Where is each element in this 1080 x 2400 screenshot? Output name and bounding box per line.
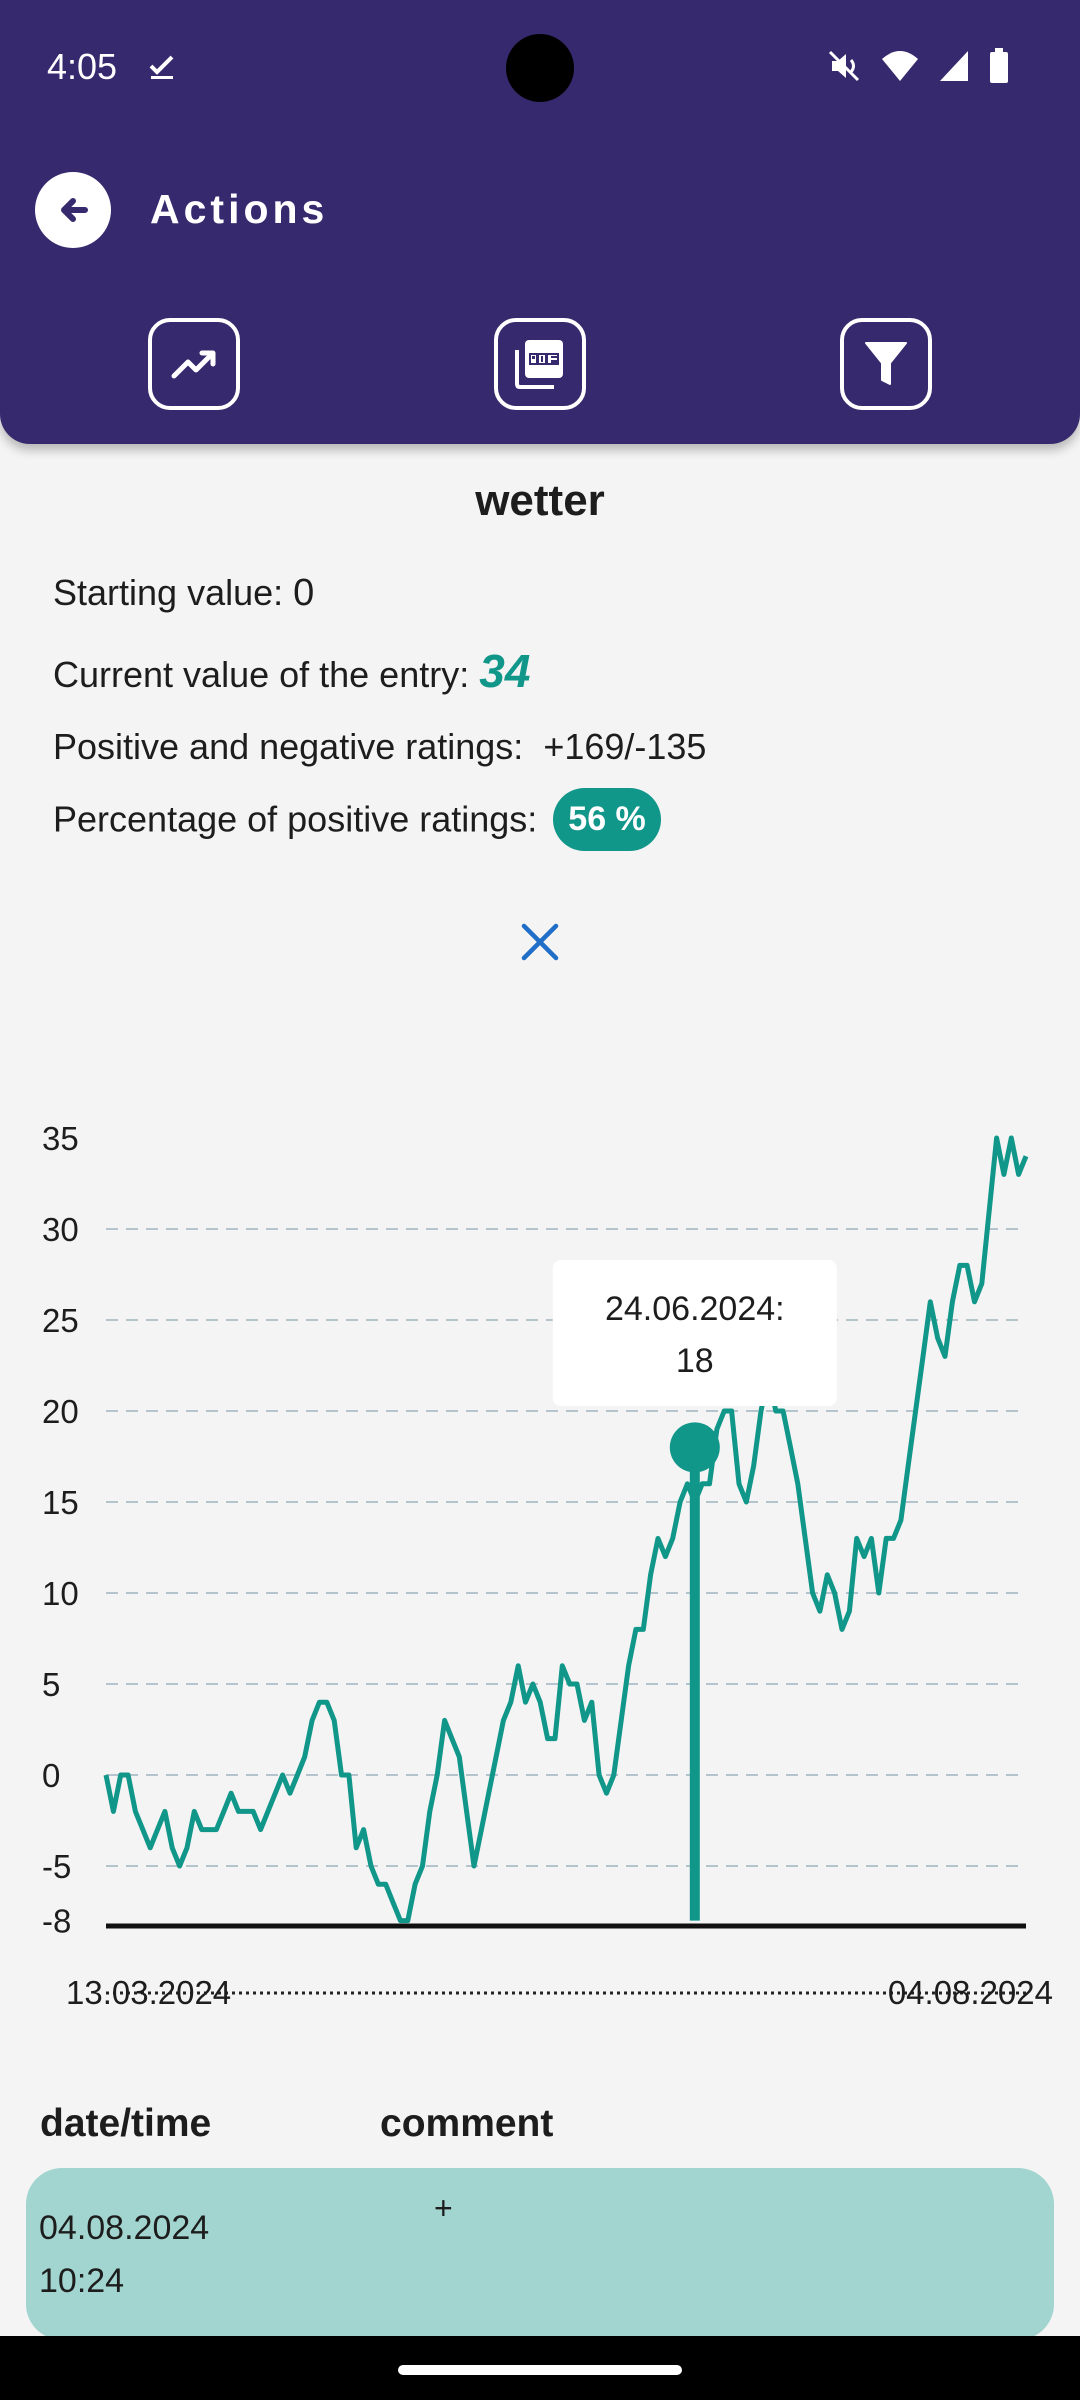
status-time: 4:05	[47, 46, 118, 87]
current-value: 34	[479, 645, 531, 697]
percentage-badge: 56 %	[553, 788, 661, 851]
chart-button[interactable]	[148, 318, 240, 410]
starting-value-label: Starting value:	[53, 572, 284, 613]
starting-value-row: Starting value: 0	[53, 572, 314, 615]
comment-column-header: comment	[380, 2102, 554, 2145]
tooltip-date: 24.06.2024:	[605, 1290, 785, 1328]
percentage-label: Percentage of positive ratings:	[53, 798, 538, 840]
value-line-chart[interactable]: 35 30 25 20 15 10 5 0 -5 -8 24.06.2024: 18 13.03.…	[0, 1090, 1080, 2050]
arrow-left-icon	[61, 198, 88, 222]
close-chart-icon[interactable]	[516, 918, 564, 966]
entry-title: wetter	[475, 476, 605, 525]
ratings-value: +169/-135	[543, 726, 707, 767]
y-tick-label: 0	[42, 1757, 60, 1794]
percentage-row: Percentage of positive ratings: 56 %	[53, 788, 661, 851]
starting-value: 0	[293, 572, 315, 614]
filter-icon	[865, 342, 907, 385]
row-comment: +	[434, 2190, 453, 2226]
highlight-point[interactable]	[669, 1422, 720, 1473]
mute-icon	[828, 50, 860, 82]
status-icons	[826, 48, 1010, 84]
home-gesture-handle[interactable]	[398, 2365, 682, 2375]
current-value-row: Current value of the entry: 34	[53, 644, 530, 698]
chart-y-axis: 35 30 25 20 15 10 5 0 -5 -8	[42, 1120, 79, 1940]
x-start-label: 13.03.2024	[66, 1974, 231, 2011]
y-tick-label: 15	[42, 1484, 79, 1521]
y-tick-label: 20	[42, 1393, 79, 1430]
table-row[interactable]: 04.08.2024 10:24 +	[26, 2168, 1054, 2340]
page-title: Actions	[150, 186, 329, 232]
series-line	[103, 1135, 1029, 1924]
y-tick-label: 35	[42, 1120, 79, 1157]
battery-icon	[990, 48, 1008, 83]
ratings-row: Positive and negative ratings: +169/-135	[53, 726, 706, 768]
y-tick-label: -5	[42, 1848, 71, 1885]
y-tick-label: 30	[42, 1211, 79, 1248]
ratings-label: Positive and negative ratings:	[53, 726, 524, 767]
y-tick-label: 5	[42, 1666, 60, 1703]
app-bar: 4:05 Actions	[0, 0, 1080, 444]
back-button[interactable]	[35, 172, 111, 248]
trending-up-icon	[171, 350, 216, 379]
tooltip-value: 18	[676, 1342, 714, 1380]
pdf-icon	[515, 340, 563, 389]
y-tick-label: -8	[42, 1903, 71, 1940]
row-date: 04.08.2024 10:24	[39, 2209, 210, 2300]
date-column-header: date/time	[40, 2102, 212, 2145]
task-done-icon	[149, 55, 174, 79]
filter-button[interactable]	[840, 318, 932, 410]
chart-tooltip	[552, 1260, 837, 1406]
x-end-label: 04.08.2024	[888, 1974, 1053, 2011]
wifi-icon	[882, 51, 918, 81]
y-tick-label: 10	[42, 1575, 79, 1612]
signal-icon	[940, 51, 968, 81]
y-tick-label: 25	[42, 1302, 79, 1339]
camera-cutout	[506, 34, 574, 102]
current-value-label: Current value of the entry:	[53, 654, 470, 695]
pdf-export-button[interactable]	[494, 318, 586, 410]
